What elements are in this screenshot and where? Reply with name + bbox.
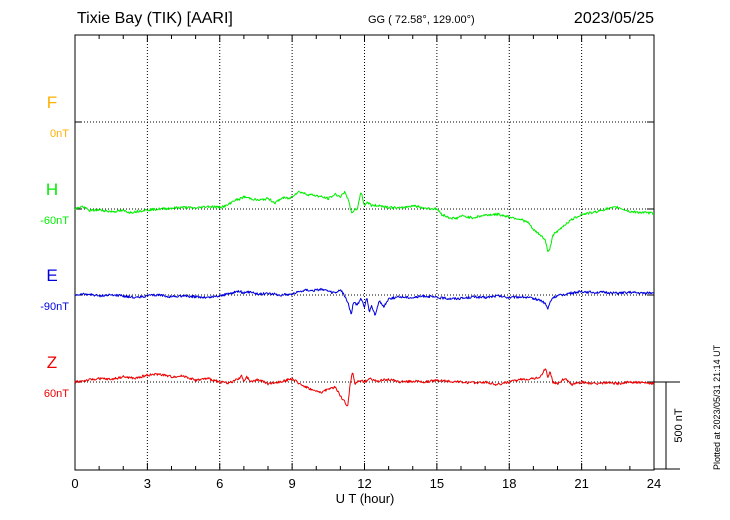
channel-labels: F 0nT H -60nT E -90nT Z 60nT xyxy=(40,93,69,400)
scale-bar-label: 500 nT xyxy=(673,408,685,443)
channel-label-e: E xyxy=(46,266,57,285)
series-line-z xyxy=(74,368,655,407)
axis-ticks: 0 3 6 9 12 15 18 21 24 xyxy=(71,35,661,491)
channel-offset-e: -90nT xyxy=(40,301,69,313)
channel-offset-f: 0nT xyxy=(50,128,69,140)
channel-offset-z: 60nT xyxy=(44,388,69,400)
channel-label-z: Z xyxy=(47,353,57,372)
channel-label-h: H xyxy=(46,180,58,199)
x-tick-label: 9 xyxy=(289,476,296,491)
x-tick-label: 12 xyxy=(357,476,371,491)
x-tick-label: 3 xyxy=(144,476,151,491)
grid-lines xyxy=(75,35,654,470)
channel-label-f: F xyxy=(47,93,57,112)
scale-bar: 500 nT xyxy=(654,381,685,470)
series-group xyxy=(74,190,655,407)
chart-date: 2023/05/25 xyxy=(573,10,654,27)
station-title: Tixie Bay (TIK) [AARI] xyxy=(77,10,233,27)
x-tick-label: 24 xyxy=(647,476,661,491)
x-tick-label: 18 xyxy=(502,476,516,491)
x-tick-label: 0 xyxy=(71,476,78,491)
x-axis-label: U T (hour) xyxy=(336,491,395,506)
series-line-h xyxy=(74,190,655,253)
x-tick-label: 6 xyxy=(216,476,223,491)
series-line-e xyxy=(74,287,655,316)
x-tick-label: 15 xyxy=(430,476,444,491)
channel-offset-h: -60nT xyxy=(40,215,69,227)
geo-coordinates: GG ( 72.58°, 129.00°) xyxy=(368,14,475,26)
x-tick-label: 21 xyxy=(574,476,588,491)
